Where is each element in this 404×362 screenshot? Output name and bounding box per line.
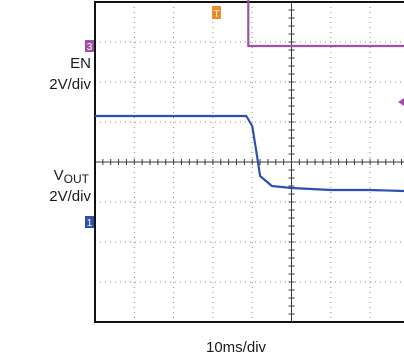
vout-channel-label: VOUT bbox=[14, 167, 89, 188]
plot-frame bbox=[94, 1, 404, 323]
channel-0-marker-text: 3 bbox=[87, 42, 93, 53]
trigger-marker-text: T bbox=[213, 9, 219, 20]
en-scale-label: 2V/div bbox=[49, 76, 91, 93]
vout-label-subscript: OUT bbox=[63, 172, 89, 186]
trace-1 bbox=[95, 114, 404, 193]
vout-scale-label: 2V/div bbox=[49, 188, 91, 205]
trigger-marker bbox=[212, 6, 221, 19]
time-scale-label: 10ms/div bbox=[206, 339, 267, 356]
channel-1-marker-text: 1 bbox=[87, 218, 93, 229]
trace-0 bbox=[247, 0, 404, 48]
channel-1-marker bbox=[85, 216, 94, 228]
vout-label-main: V bbox=[53, 167, 64, 184]
channel-0-marker bbox=[85, 40, 94, 52]
trigger-level-arrow bbox=[398, 98, 404, 106]
en-channel-label: EN bbox=[70, 55, 91, 72]
